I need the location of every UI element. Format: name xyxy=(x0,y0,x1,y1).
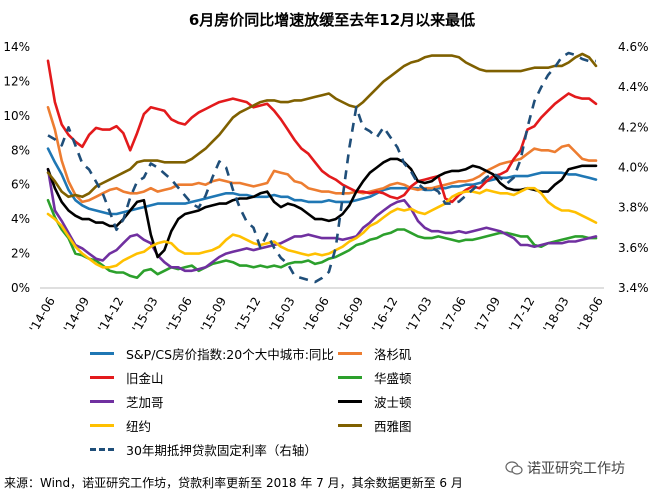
legend-label: 波士顿 xyxy=(374,394,412,410)
x-tick-label: '18-06 xyxy=(575,295,606,335)
x-tick-label: '14-06 xyxy=(27,295,58,335)
legend-swatch xyxy=(338,399,362,403)
x-tick-label: '17-09 xyxy=(472,295,503,335)
y-left-tick-label: 12% xyxy=(3,74,30,88)
legend-label: 30年期抵押贷款固定利率（右轴） xyxy=(126,442,317,458)
legend-item: S&P/CS房价指数:20个大中城市:同比 xyxy=(90,343,334,363)
legend-label: 旧金山 xyxy=(126,370,164,386)
x-tick-label: '18-03 xyxy=(540,295,571,335)
source-note: 来源：Wind，诺亚研究工作坊，贷款利率更新至 2018 年 7 月，其余数据更… xyxy=(4,476,463,490)
y-left-tick-label: 4% xyxy=(11,212,30,226)
y-right-tick-label: 4.2% xyxy=(618,120,649,134)
legend-label: 西雅图 xyxy=(374,418,412,434)
x-tick-label: '14-09 xyxy=(61,295,92,335)
y-right-tick-label: 4.0% xyxy=(618,161,649,175)
legend-item: 芝加哥 xyxy=(90,391,164,411)
x-tick-label: '14-12 xyxy=(95,295,126,335)
watermark-text: 诺亚研究工作坊 xyxy=(527,461,625,477)
chart-title: 6月房价同比增速放缓至去年12月以来最低 xyxy=(188,11,476,29)
legend-label: 华盛顿 xyxy=(374,370,412,386)
legend-item: 旧金山 xyxy=(90,367,164,387)
x-tick-label: '16-06 xyxy=(301,295,332,335)
y-right-tick-label: 3.4% xyxy=(618,281,649,295)
legend-swatch xyxy=(90,351,114,355)
legend-item: 波士顿 xyxy=(338,391,412,411)
legend-label: 洛杉矶 xyxy=(374,346,412,362)
y-left-tick-label: 8% xyxy=(11,143,30,157)
legend-label: 纽约 xyxy=(126,418,152,434)
y-right-tick-label: 4.4% xyxy=(618,80,649,94)
x-tick-label: '17-06 xyxy=(438,295,469,335)
series-line-2 xyxy=(46,59,598,204)
legend-item: 30年期抵押贷款固定利率（右轴） xyxy=(90,439,317,459)
x-tick-label: '17-03 xyxy=(403,295,434,335)
x-tick-label: '15-06 xyxy=(164,295,195,335)
legend-swatch xyxy=(338,423,362,427)
x-tick-label: '15-09 xyxy=(198,295,229,335)
y-right-tick-label: 3.6% xyxy=(618,241,649,255)
y-left-tick-label: 10% xyxy=(3,109,30,123)
x-tick-label: '16-12 xyxy=(369,295,400,335)
legend-label: S&P/CS房价指数:20个大中城市:同比 xyxy=(126,346,334,362)
series-line-7 xyxy=(46,52,598,199)
legend-swatch xyxy=(338,375,362,379)
legend-item: 西雅图 xyxy=(338,415,412,435)
series-lines xyxy=(46,51,598,284)
y-left-tick-label: 6% xyxy=(11,178,30,192)
series-line-0 xyxy=(46,147,598,216)
legend-swatch xyxy=(338,351,362,355)
legend-item: 洛杉矶 xyxy=(338,343,412,363)
x-tick-label: '16-03 xyxy=(266,295,297,335)
legend-label: 芝加哥 xyxy=(126,394,164,410)
y-left-tick-label: 2% xyxy=(11,247,30,261)
series-line-4 xyxy=(46,167,598,273)
watermark: 诺亚研究工作坊 xyxy=(505,458,625,478)
legend-swatch xyxy=(90,423,114,427)
y-right-tick-label: 4.6% xyxy=(618,40,649,54)
x-tick-label: '15-03 xyxy=(129,295,160,335)
legend-item: 纽约 xyxy=(90,415,151,435)
series-line-8 xyxy=(47,51,596,284)
x-tick-label: '15-12 xyxy=(232,295,263,335)
series-line-6 xyxy=(46,186,598,269)
y-left-tick-label: 14% xyxy=(3,40,30,54)
y-right-tick-label: 3.8% xyxy=(618,201,649,215)
legend-swatch xyxy=(90,375,114,379)
wechat-icon xyxy=(505,461,523,475)
series-line-5 xyxy=(46,157,598,259)
x-tick-label: '17-12 xyxy=(506,295,537,335)
legend-swatch xyxy=(90,399,114,403)
series-line-1 xyxy=(46,106,598,204)
x-tick-label: '16-09 xyxy=(335,295,366,335)
y-left-tick-label: 0% xyxy=(11,281,30,295)
legend-swatch xyxy=(90,447,114,451)
legend-item: 华盛顿 xyxy=(338,367,412,387)
